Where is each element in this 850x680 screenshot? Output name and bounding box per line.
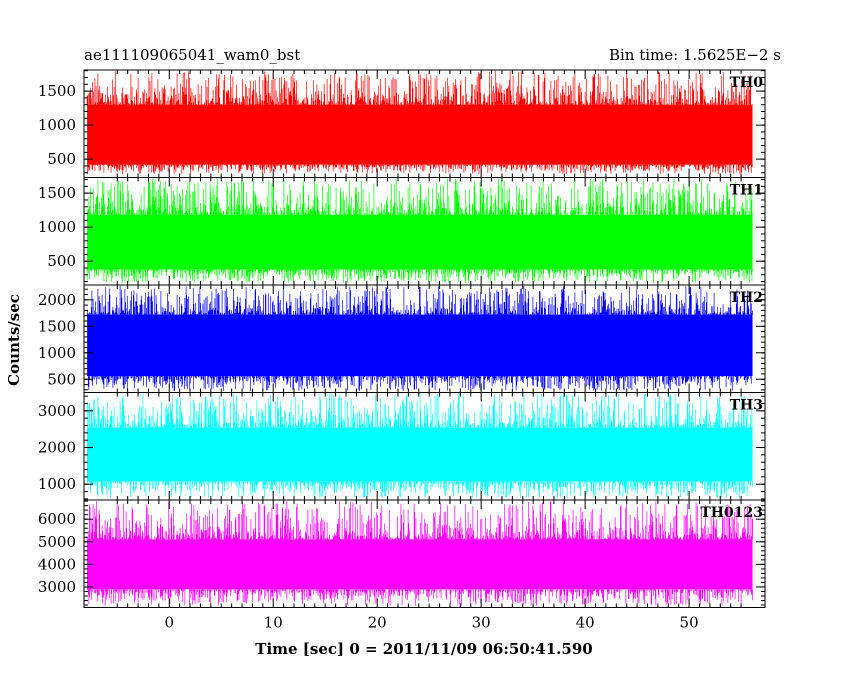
bin-time-label: Bin time: 1.5625E−2 s bbox=[609, 46, 781, 64]
x-tick-label: 30 bbox=[472, 614, 491, 632]
y-tick-label: 5000 bbox=[38, 533, 76, 551]
panel-label-th0123: TH0123 bbox=[700, 505, 763, 521]
x-tick-label: 10 bbox=[264, 614, 283, 632]
panel-label-th3: TH3 bbox=[730, 398, 763, 414]
y-tick-label: 1500 bbox=[38, 317, 76, 335]
y-tick-label: 6000 bbox=[38, 510, 76, 528]
y-tick-label: 2000 bbox=[38, 291, 76, 309]
x-axis: 0 10 20 30 40 50 bbox=[164, 614, 698, 632]
chart-title: ae111109065041_wam0_bst bbox=[84, 46, 300, 64]
y-tick-label: 500 bbox=[47, 150, 76, 168]
y-tick-label: 500 bbox=[47, 370, 76, 388]
y-tick-label: 2000 bbox=[38, 439, 76, 457]
panel-th3-data bbox=[86, 393, 753, 499]
x-axis-label: Time [sec] 0 = 2011/11/09 06:50:41.590 bbox=[255, 640, 592, 658]
series-band-th0123 bbox=[87, 539, 753, 590]
panel-th0-data bbox=[86, 70, 753, 175]
y-tick-label: 1000 bbox=[38, 475, 76, 493]
series-band-th3 bbox=[87, 427, 753, 482]
panel-label-th1: TH1 bbox=[730, 183, 763, 199]
y-tick-label: 1000 bbox=[38, 218, 76, 236]
series-band-th2 bbox=[87, 314, 753, 377]
y-tick-label: 1000 bbox=[38, 116, 76, 134]
panel-th2-data bbox=[86, 285, 753, 391]
y-tick-label: 1500 bbox=[38, 82, 76, 100]
series-th3 bbox=[86, 393, 753, 499]
y-tick-label: 1000 bbox=[38, 344, 76, 362]
panel-label-th2: TH2 bbox=[730, 290, 763, 306]
panels-group: 500 1000 1500 TH0 500 1000 1500 TH1 500 1000 1500 2… bbox=[38, 69, 766, 608]
x-tick-label: 40 bbox=[576, 614, 595, 632]
y-tick-label: 3000 bbox=[38, 578, 76, 596]
series-band-th0 bbox=[87, 104, 753, 165]
panel-frame bbox=[83, 499, 766, 608]
panel-th0123-data bbox=[86, 501, 753, 606]
x-tick-label: 0 bbox=[164, 614, 174, 632]
y-tick-label: 1500 bbox=[38, 184, 76, 202]
y-tick-label: 4000 bbox=[38, 555, 76, 573]
x-tick-label: 50 bbox=[680, 614, 699, 632]
panel-th1-data bbox=[86, 178, 753, 283]
panel-label-th0: TH0 bbox=[730, 75, 764, 91]
y-axis-label: Counts/sec bbox=[5, 294, 23, 386]
y-tick-label: 500 bbox=[47, 252, 76, 270]
x-tick-label: 20 bbox=[368, 614, 387, 632]
series-band-th1 bbox=[87, 214, 753, 270]
y-tick-label: 3000 bbox=[38, 402, 76, 420]
series-th0123 bbox=[86, 501, 753, 606]
